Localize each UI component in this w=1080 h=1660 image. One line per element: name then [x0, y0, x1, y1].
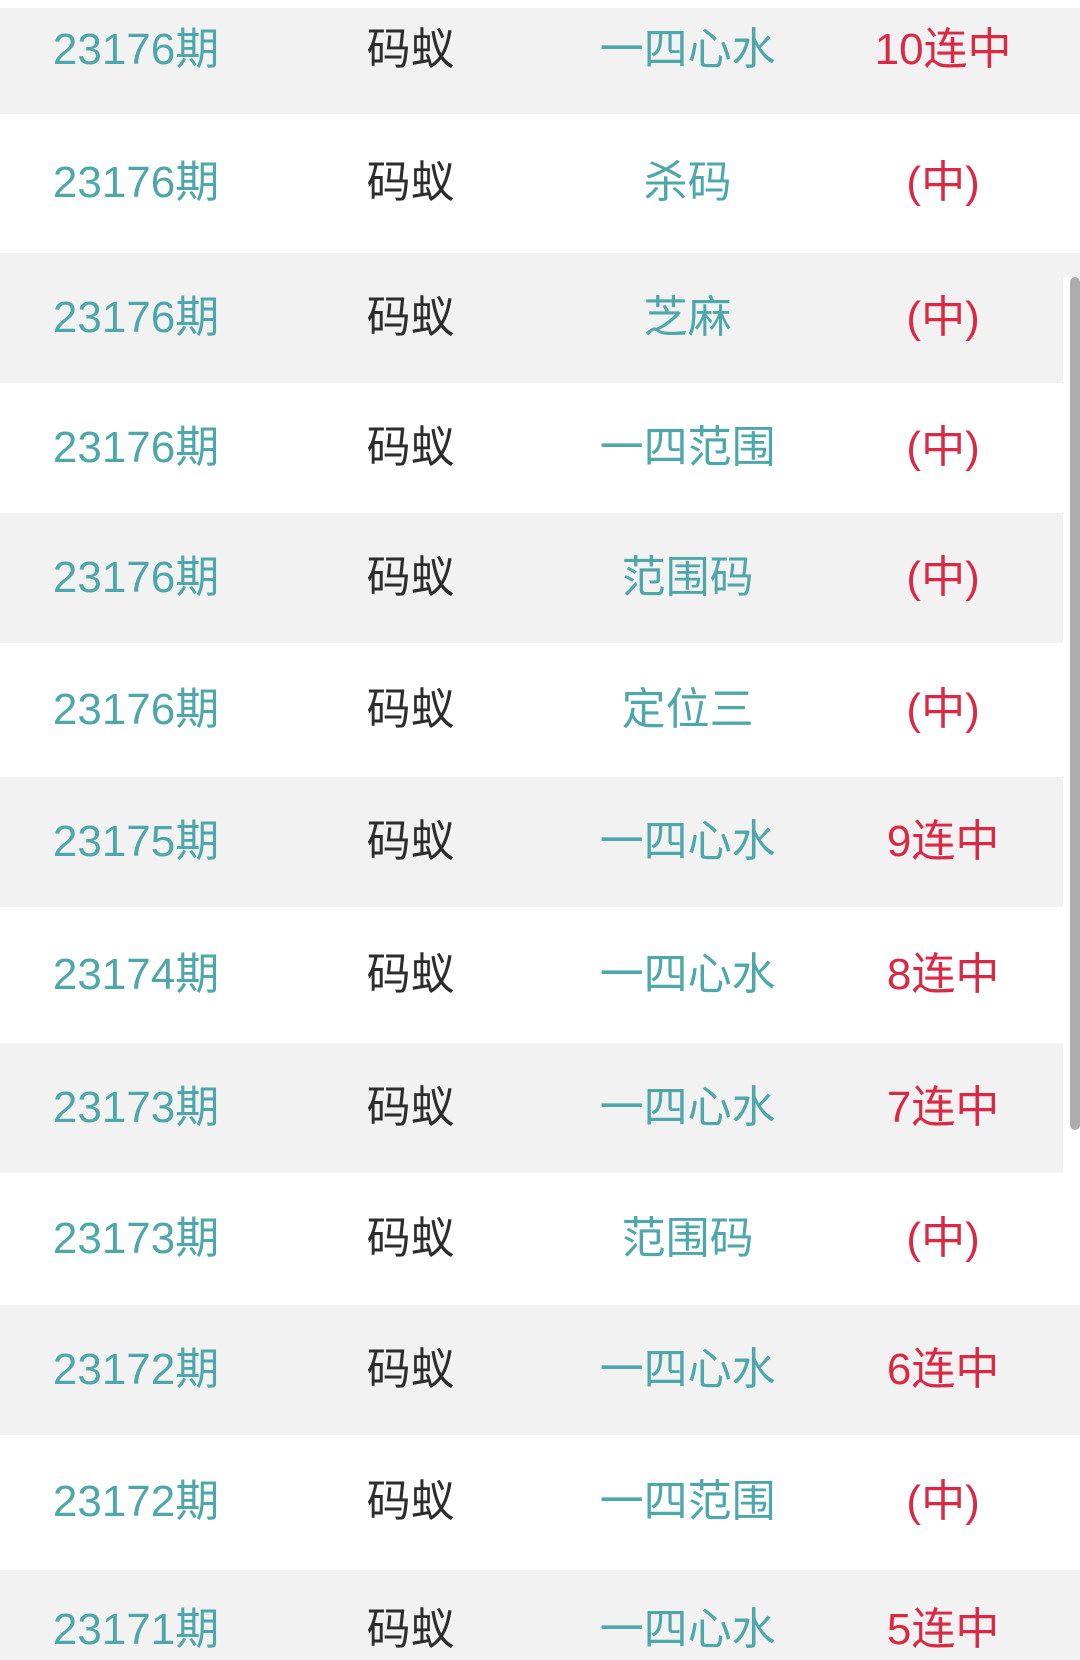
category-cell: 一四心水	[599, 1082, 776, 1132]
category-cell: 一四范围	[599, 422, 776, 472]
table-row: 23176期 码蚁 范围码 (中)	[0, 513, 1080, 643]
category-cell: 芝麻	[643, 292, 732, 342]
table-row: 23176期 码蚁 杀码 (中)	[0, 114, 1080, 253]
period-cell: 23176期	[52, 422, 220, 472]
result-cell: (中)	[906, 158, 980, 208]
period-cell: 23176期	[52, 552, 220, 602]
table-row: 23176期 码蚁 一四范围 (中)	[0, 383, 1080, 513]
period-cell: 23172期	[52, 1477, 220, 1527]
category-cell: 一四心水	[599, 1344, 776, 1394]
category-cell: 一四心水	[599, 1604, 776, 1654]
period-cell: 23171期	[52, 1604, 220, 1654]
table-row: 23173期 码蚁 一四心水 7连中	[0, 1043, 1080, 1173]
source-cell: 码蚁	[366, 949, 455, 999]
result-cell: 9连中	[886, 816, 1000, 866]
source-cell: 码蚁	[366, 1477, 455, 1527]
source-cell: 码蚁	[366, 1213, 455, 1263]
result-cell: (中)	[906, 292, 980, 342]
category-cell: 定位三	[621, 684, 754, 734]
category-cell: 一四心水	[599, 949, 776, 999]
period-cell: 23174期	[52, 949, 220, 999]
table-row: 23174期 码蚁 一四心水 8连中	[0, 907, 1080, 1043]
period-cell: 23173期	[52, 1082, 220, 1132]
period-cell: 23173期	[52, 1213, 220, 1263]
result-cell: (中)	[906, 684, 980, 734]
source-cell: 码蚁	[366, 422, 455, 472]
category-cell: 范围码	[621, 552, 754, 602]
period-cell: 23176期	[52, 684, 220, 734]
period-cell: 23172期	[52, 1344, 220, 1394]
source-cell: 码蚁	[366, 158, 455, 208]
source-cell: 码蚁	[366, 292, 455, 342]
category-cell: 杀码	[643, 158, 732, 208]
category-cell: 范围码	[621, 1213, 754, 1263]
category-cell: 一四心水	[599, 816, 776, 866]
period-cell: 23176期	[52, 292, 220, 342]
table-row: 23176期 码蚁 芝麻 (中)	[0, 253, 1080, 383]
source-cell: 码蚁	[366, 24, 455, 74]
source-cell: 码蚁	[366, 552, 455, 602]
category-cell: 一四心水	[599, 24, 776, 74]
table-row: 23175期 码蚁 一四心水 9连中	[0, 777, 1080, 907]
result-cell: 6连中	[886, 1344, 1000, 1394]
source-cell: 码蚁	[366, 816, 455, 866]
result-cell: (中)	[906, 1213, 980, 1263]
source-cell: 码蚁	[366, 1604, 455, 1654]
result-cell: 5连中	[886, 1604, 1000, 1654]
table-row: 23172期 码蚁 一四心水 6连中	[0, 1305, 1080, 1435]
category-cell: 一四范围	[599, 1477, 776, 1527]
result-cell: 7连中	[886, 1082, 1000, 1132]
result-cell: (中)	[906, 552, 980, 602]
source-cell: 码蚁	[366, 684, 455, 734]
table-row: 23171期 码蚁 一四心水 5连中	[0, 1570, 1080, 1660]
source-cell: 码蚁	[366, 1082, 455, 1132]
table-row: 23173期 码蚁 范围码 (中)	[0, 1173, 1080, 1305]
table-row: 23172期 码蚁 一四范围 (中)	[0, 1435, 1080, 1570]
period-cell: 23175期	[52, 816, 220, 866]
result-cell: 8连中	[886, 949, 1000, 999]
result-cell: 10连中	[874, 24, 1012, 74]
period-cell: 23176期	[52, 158, 220, 208]
source-cell: 码蚁	[366, 1344, 455, 1394]
scrollbar-thumb[interactable]	[1070, 277, 1080, 1130]
result-cell: (中)	[906, 1477, 980, 1527]
result-cell: (中)	[906, 422, 980, 472]
period-cell: 23176期	[52, 24, 220, 74]
table-row: 23176期 码蚁 一四心水 10连中	[0, 8, 1080, 114]
table-row: 23176期 码蚁 定位三 (中)	[0, 643, 1080, 777]
